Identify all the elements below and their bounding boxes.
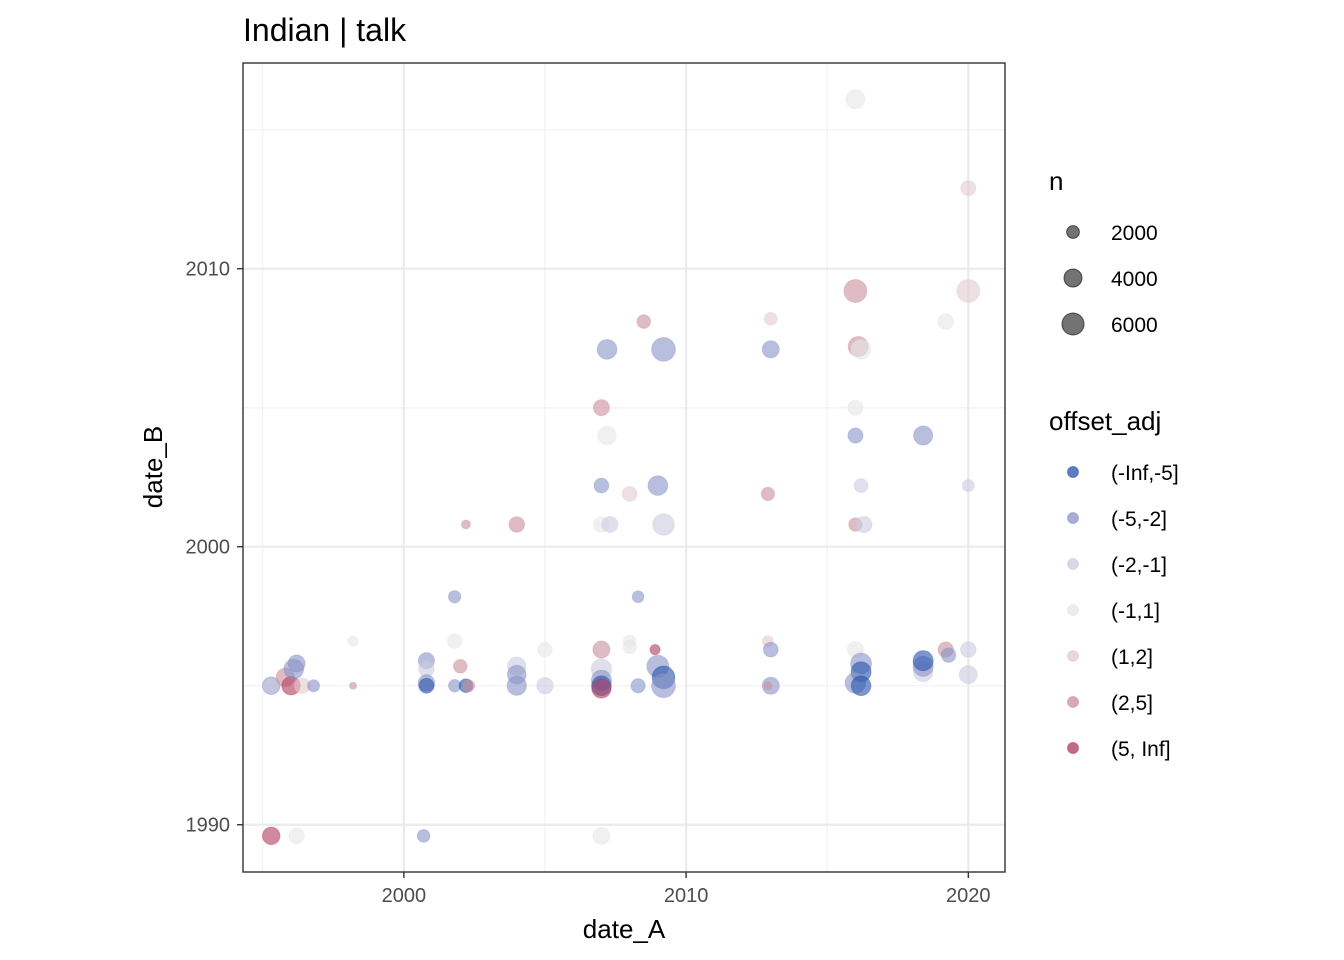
color-legend-key (1067, 466, 1079, 478)
data-point (652, 513, 675, 536)
data-point (956, 278, 981, 303)
data-point (631, 590, 645, 604)
color-legend-key (1067, 512, 1079, 524)
data-point (536, 676, 554, 695)
data-point (592, 399, 610, 417)
size-legend-label: 6000 (1111, 314, 1158, 337)
data-point (651, 673, 676, 699)
data-point (288, 827, 305, 845)
data-point (630, 678, 646, 694)
data-point (961, 479, 975, 493)
color-legend-key (1067, 604, 1079, 616)
size-legend-key (1066, 225, 1080, 239)
color-legend-key (1067, 696, 1079, 708)
data-point (596, 338, 618, 360)
y-tick-label: 1990 (186, 815, 231, 837)
data-point (845, 89, 866, 110)
data-point (843, 278, 868, 303)
data-point (651, 336, 676, 362)
data-point (597, 425, 617, 446)
data-point (446, 633, 463, 650)
data-point (761, 340, 780, 359)
data-point (307, 679, 321, 693)
x-axis-title: date_A (583, 914, 666, 944)
data-point (349, 681, 358, 690)
color-legend-label: (2,5] (1111, 692, 1153, 715)
data-point (601, 515, 619, 534)
data-point (960, 641, 977, 658)
data-point (763, 311, 778, 326)
data-point (647, 475, 669, 496)
size-legend: n 2000 4000 6000 (1049, 166, 1158, 337)
size-legend-key (1061, 312, 1085, 336)
color-legend-label: (1,2] (1111, 646, 1153, 669)
y-tick-label: 2000 (186, 537, 231, 559)
data-point (763, 681, 773, 691)
data-point (649, 643, 661, 656)
data-point (460, 519, 471, 530)
data-point (508, 516, 526, 533)
data-point (261, 826, 281, 846)
size-legend-label: 2000 (1111, 222, 1158, 245)
color-legend-label: (-Inf,-5] (1111, 462, 1179, 485)
data-point (912, 650, 934, 672)
data-point (593, 477, 610, 494)
data-point (347, 635, 359, 647)
data-point (853, 478, 869, 494)
data-point (958, 665, 978, 685)
data-point (850, 338, 872, 360)
color-legend-label: (-5,-2] (1111, 508, 1167, 531)
size-legend-key (1063, 268, 1083, 288)
data-point (447, 590, 462, 604)
data-point (506, 675, 527, 696)
color-legend-key (1067, 742, 1079, 754)
color-legend-key (1067, 650, 1079, 662)
y-axis: 1990 2000 2010 (186, 259, 243, 837)
data-point (937, 313, 955, 330)
plot-background (243, 63, 1005, 872)
data-point (262, 677, 280, 695)
x-tick-label: 2020 (946, 885, 991, 907)
chart-title: Indian | talk (243, 12, 407, 48)
data-point (847, 399, 864, 416)
color-legend-title: offset_adj (1049, 406, 1161, 436)
x-axis: 2000 2010 2020 (382, 872, 991, 907)
data-point (760, 486, 776, 502)
data-point (913, 425, 934, 446)
color-legend-label: (5, Inf] (1111, 738, 1171, 761)
data-point (592, 640, 611, 659)
data-point (636, 314, 652, 329)
data-point (622, 639, 637, 655)
data-point (452, 658, 468, 674)
color-legend-label: (-2,-1] (1111, 554, 1167, 577)
data-point (537, 641, 553, 658)
data-point (418, 677, 435, 694)
grid-lines (243, 63, 1005, 872)
plot-panel (242, 62, 1006, 873)
data-points (261, 89, 981, 846)
data-point (416, 828, 431, 843)
data-point (850, 675, 872, 697)
size-legend-label: 4000 (1111, 268, 1158, 291)
data-point (940, 647, 957, 663)
x-tick-label: 2000 (382, 885, 427, 907)
y-tick-label: 2010 (186, 259, 231, 281)
data-point (287, 654, 306, 673)
data-point (762, 641, 779, 658)
color-legend-key (1067, 558, 1079, 570)
data-point (847, 427, 864, 444)
data-point (855, 515, 873, 534)
color-legend-label: (-1,1] (1111, 600, 1160, 623)
data-point (591, 678, 612, 699)
data-point (462, 679, 476, 693)
plot-border (242, 62, 1006, 873)
data-point (621, 486, 638, 502)
x-tick-label: 2010 (664, 885, 709, 907)
y-axis-title: date_B (138, 426, 168, 508)
data-point (592, 826, 611, 845)
size-legend-title: n (1049, 166, 1063, 196)
data-point (960, 180, 977, 197)
color-legend: offset_adj (-Inf,-5] (-5,-2] (-2,-1] (-1,1]… (1049, 406, 1179, 761)
